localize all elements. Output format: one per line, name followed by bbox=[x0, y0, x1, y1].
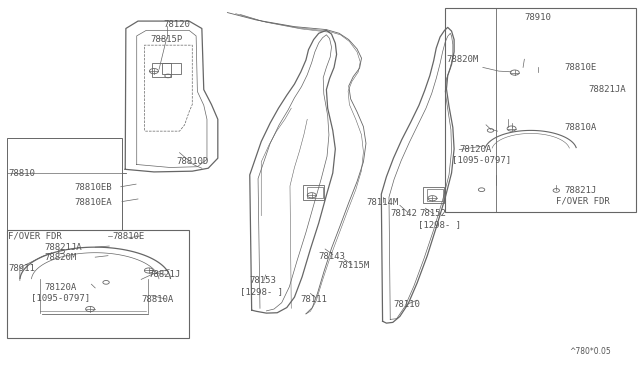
Text: 78810A: 78810A bbox=[141, 295, 173, 304]
Text: 78143: 78143 bbox=[319, 252, 346, 261]
Text: 78821JA: 78821JA bbox=[588, 85, 626, 94]
Text: [1095-0797]: [1095-0797] bbox=[31, 294, 90, 302]
Text: 78810E: 78810E bbox=[113, 231, 145, 241]
Text: 78810E: 78810E bbox=[564, 63, 596, 72]
Text: 78821J: 78821J bbox=[149, 270, 181, 279]
Text: [1298- ]: [1298- ] bbox=[418, 221, 461, 230]
Text: 78810: 78810 bbox=[8, 169, 35, 177]
Text: 78821JA: 78821JA bbox=[44, 243, 82, 251]
Text: 78115M: 78115M bbox=[337, 261, 369, 270]
Text: 78815P: 78815P bbox=[151, 35, 183, 44]
Bar bbox=[303, 185, 324, 200]
Text: 78821J: 78821J bbox=[564, 186, 596, 195]
Text: 78142: 78142 bbox=[390, 209, 417, 218]
Text: 78110: 78110 bbox=[394, 300, 420, 309]
Bar bbox=[445, 8, 636, 212]
Text: 78810EB: 78810EB bbox=[74, 183, 112, 192]
Text: 78820M: 78820M bbox=[44, 253, 76, 262]
Text: 78120A: 78120A bbox=[44, 283, 76, 292]
Text: 78810D: 78810D bbox=[176, 157, 209, 166]
Bar bbox=[7, 231, 189, 338]
Text: ^780*0.05: ^780*0.05 bbox=[569, 347, 611, 356]
Text: 78910: 78910 bbox=[524, 13, 551, 22]
Text: [1298- ]: [1298- ] bbox=[240, 287, 283, 296]
Text: F/OVER FDR: F/OVER FDR bbox=[556, 196, 610, 205]
Text: 78810A: 78810A bbox=[564, 123, 596, 132]
Text: 78153: 78153 bbox=[250, 276, 276, 285]
Text: 78911: 78911 bbox=[8, 264, 35, 273]
Bar bbox=[152, 63, 172, 77]
Text: 78111: 78111 bbox=[301, 295, 328, 304]
Text: 78152: 78152 bbox=[419, 209, 446, 218]
Text: 78114M: 78114M bbox=[366, 198, 398, 207]
Text: 78120A: 78120A bbox=[460, 145, 492, 154]
Text: F/OVER FDR: F/OVER FDR bbox=[8, 231, 62, 241]
Bar bbox=[7, 138, 122, 231]
Text: [1095-0797]: [1095-0797] bbox=[452, 155, 511, 164]
Text: 78810EA: 78810EA bbox=[74, 198, 112, 207]
Bar bbox=[424, 187, 444, 203]
Bar bbox=[307, 187, 323, 198]
Text: 78820M: 78820M bbox=[447, 55, 479, 64]
Text: 78120: 78120 bbox=[164, 20, 191, 29]
Bar bbox=[428, 189, 444, 201]
Bar bbox=[162, 62, 180, 74]
